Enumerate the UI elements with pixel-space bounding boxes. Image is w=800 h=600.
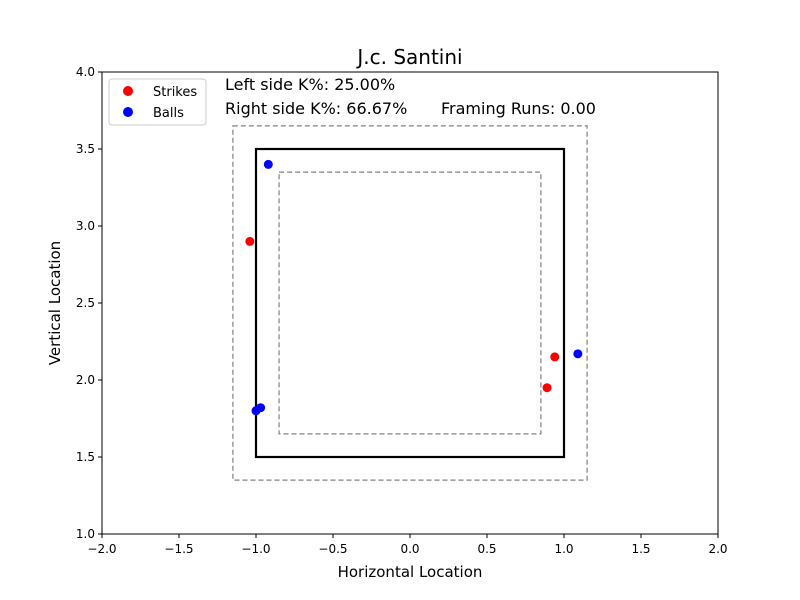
legend-box — [108, 78, 207, 126]
legend-marker-strikes — [123, 86, 133, 96]
chart-title: J.c. Santini — [355, 45, 462, 69]
x-tick-label: −2.0 — [87, 542, 116, 556]
y-tick-label: 2.0 — [76, 373, 95, 387]
x-tick-label: 0.0 — [400, 542, 419, 556]
y-axis-label: Vertical Location — [46, 241, 64, 365]
inner-zone-rect — [278, 171, 542, 435]
points-layer — [245, 159, 583, 416]
y-tick-label: 1.5 — [76, 450, 95, 464]
strike-zone-rect — [254, 147, 566, 459]
outer-zone-rect — [232, 125, 588, 481]
y-tick-label: 3.5 — [76, 142, 95, 156]
balls-point-4 — [256, 403, 266, 413]
framing-runs-annotation: Framing Runs: 0.00 — [441, 99, 596, 118]
legend-label-strikes: Strikes — [153, 85, 197, 100]
x-axis: −2.0 −1.5 −1.0 −0.5 0.0 0.5 1.0 1.5 2.0 — [87, 534, 728, 556]
balls-point-1 — [263, 159, 273, 169]
x-tick-label: −1.0 — [241, 542, 270, 556]
x-tick-label: 0.5 — [477, 542, 496, 556]
right-side-k-annotation: Right side K%: 66.67% — [225, 99, 407, 118]
x-tick-label: −1.5 — [164, 542, 193, 556]
x-tick-label: −0.5 — [318, 542, 347, 556]
legend-label-balls: Balls — [153, 106, 184, 121]
balls-point-2 — [573, 349, 583, 359]
left-side-k-annotation: Left side K%: 25.00% — [225, 75, 395, 94]
legend: Strikes Balls — [108, 78, 207, 126]
y-tick-label: 3.0 — [76, 219, 95, 233]
x-tick-label: 1.5 — [631, 542, 650, 556]
zone-layer — [232, 125, 588, 481]
x-tick-label: 1.0 — [554, 542, 573, 556]
y-tick-label: 4.0 — [76, 65, 95, 79]
y-axis: 1.0 1.5 2.0 2.5 3.0 3.5 4.0 — [76, 65, 102, 541]
strikes-point-2 — [550, 352, 560, 362]
y-tick-label: 2.5 — [76, 296, 95, 310]
x-axis-label: Horizontal Location — [338, 563, 483, 581]
y-tick-label: 1.0 — [76, 527, 95, 541]
x-tick-label: 2.0 — [708, 542, 727, 556]
legend-marker-balls — [123, 107, 133, 117]
strikes-point-1 — [245, 236, 255, 246]
strikes-point-3 — [542, 383, 552, 393]
